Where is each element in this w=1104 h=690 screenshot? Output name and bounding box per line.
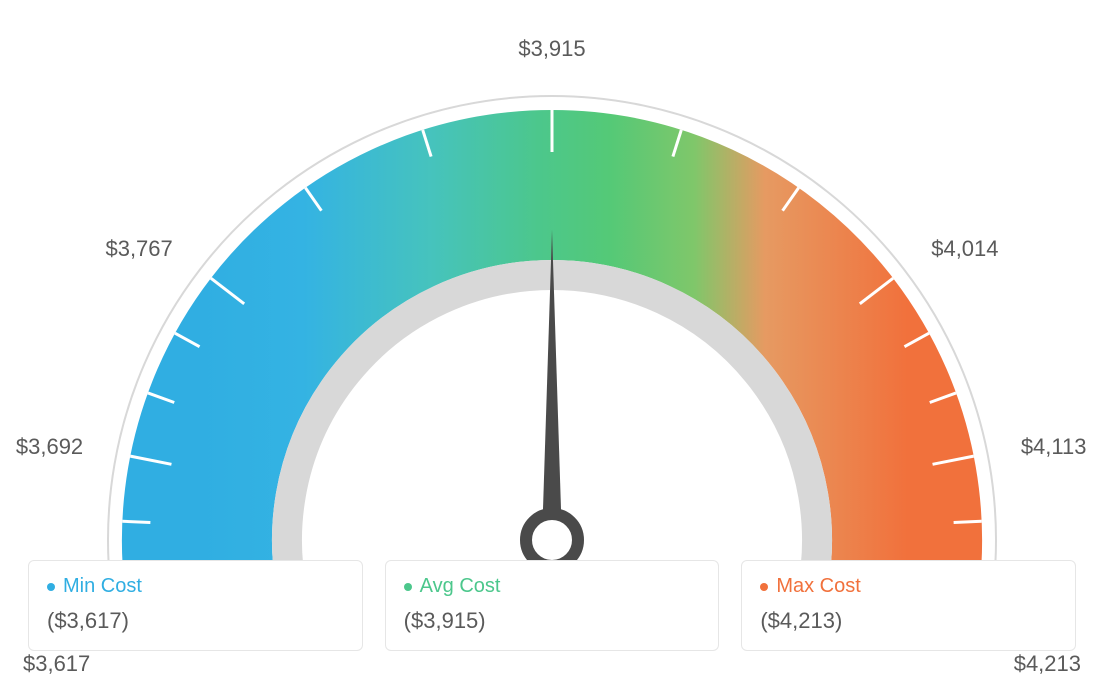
legend-label: Avg Cost	[420, 575, 501, 598]
legend-value-min: ($3,617)	[47, 608, 344, 634]
legend-label: Max Cost	[776, 575, 860, 598]
legend-card-avg: Avg Cost ($3,915)	[385, 560, 720, 651]
legend-title-min: Min Cost	[47, 575, 344, 598]
dot-icon	[47, 583, 55, 591]
legend-label: Min Cost	[63, 575, 142, 598]
dot-icon	[404, 583, 412, 591]
legend-title-avg: Avg Cost	[404, 575, 701, 598]
legend-title-max: Max Cost	[760, 575, 1057, 598]
legend-value-max: ($4,213)	[760, 608, 1057, 634]
gauge-tick-label: $4,014	[931, 236, 998, 262]
legend-value-avg: ($3,915)	[404, 608, 701, 634]
legend-card-min: Min Cost ($3,617)	[28, 560, 363, 651]
gauge-tick-label: $3,915	[518, 36, 585, 62]
legend-row: Min Cost ($3,617) Avg Cost ($3,915) Max …	[0, 560, 1104, 690]
gauge-tick-label: $3,767	[105, 236, 172, 262]
gauge-svg	[62, 50, 1042, 590]
gauge-chart: $3,617$3,692$3,767$3,915$4,014$4,113$4,2…	[0, 0, 1104, 560]
dot-icon	[760, 583, 768, 591]
legend-card-max: Max Cost ($4,213)	[741, 560, 1076, 651]
gauge-tick-label: $3,692	[16, 434, 83, 460]
gauge-tick-label: $4,113	[1021, 434, 1087, 460]
